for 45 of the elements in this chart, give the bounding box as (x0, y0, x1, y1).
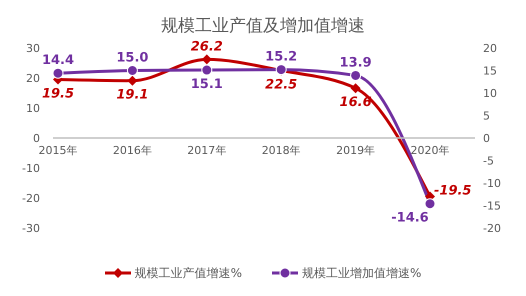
x-tick-label: 2020年 (410, 144, 450, 157)
chart-title: 规模工业产值及增加值增速 (160, 15, 366, 37)
point (127, 76, 138, 86)
x-tick-label: 2018年 (262, 144, 301, 157)
y-tick-label: 10 (26, 102, 40, 115)
y-tick-label: 20 (26, 72, 40, 85)
x-tick-label: 2017年 (187, 144, 226, 157)
data-label: 14.4 (42, 53, 74, 68)
point (52, 68, 64, 79)
data-label: 26.2 (190, 39, 223, 54)
data-label: 15.0 (116, 50, 148, 66)
y2-tick-label: 5 (483, 109, 490, 122)
y2-tick-label: 0 (483, 132, 490, 145)
data-label: 15.2 (265, 50, 298, 65)
y2-tick-label: -10 (483, 176, 501, 190)
data-label: 16.6 (340, 95, 372, 110)
data-label: 19.5 (42, 86, 74, 102)
legend-label: 规模工业增加值增速% (302, 264, 422, 282)
data-label: 13.9 (340, 55, 372, 70)
y-tick-label: 30 (26, 42, 40, 55)
y2-tick-label: 10 (483, 86, 497, 100)
point (202, 54, 212, 64)
legend-label: 规模工业产值增速% (134, 264, 242, 282)
y2-tick-label: 20 (483, 42, 497, 55)
y-tick-label: 0 (33, 132, 40, 145)
x-tick-label: 2019年 (336, 144, 376, 157)
data-label: 19.1 (116, 88, 148, 103)
data-label: -14.6 (391, 210, 429, 226)
point (424, 198, 436, 210)
data-label: -19.5 (434, 184, 472, 198)
y2-tick-label: -15 (483, 199, 501, 212)
data-label: 15.1 (190, 77, 223, 92)
y-tick-label: -30 (22, 222, 40, 235)
y-tick-label: -10 (22, 162, 40, 175)
y2-tick-label: -5 (483, 154, 494, 168)
point (350, 83, 361, 94)
y2-tick-label: 15 (483, 64, 497, 78)
y-tick-label: -20 (22, 192, 40, 205)
x-tick-label: 2015年 (38, 144, 78, 157)
point (126, 65, 138, 76)
point (350, 70, 362, 81)
data-label: 22.5 (265, 78, 298, 92)
x-tick-label: 2016年 (112, 144, 152, 157)
y2-tick-label: -20 (483, 222, 501, 235)
point (201, 64, 212, 76)
